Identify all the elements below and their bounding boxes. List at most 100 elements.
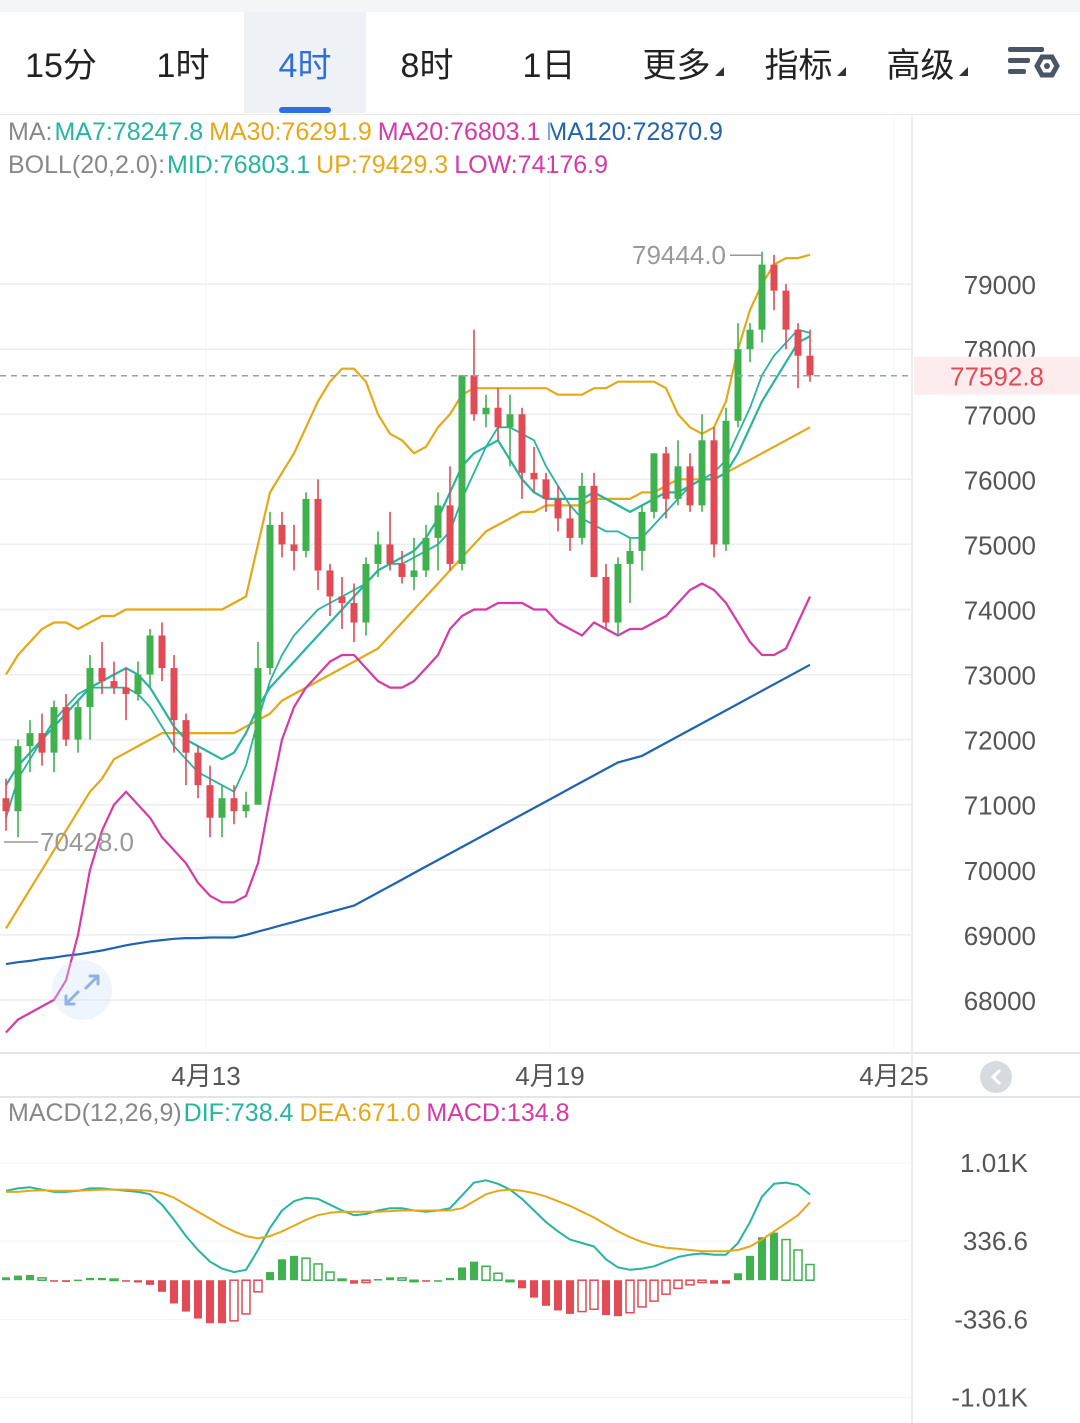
tab-indicators[interactable]: 指标: [744, 12, 866, 113]
candle-body: [746, 329, 754, 350]
dropdown-caret-icon: [836, 67, 846, 76]
macd-histogram-bar: [170, 1280, 178, 1304]
ma20-value: MA20:76803.1: [377, 118, 541, 146]
macd-histogram-bar: [493, 1272, 503, 1281]
date-tick-label: 4月13: [171, 1061, 240, 1091]
candle: [74, 700, 82, 753]
macd-histogram-bar: [74, 1279, 82, 1282]
candle: [710, 427, 718, 558]
candle-body: [614, 563, 622, 623]
macd-histogram-bar: [422, 1280, 430, 1282]
candle-body: [278, 524, 286, 545]
macd-histogram-bar: [661, 1279, 671, 1295]
macd-histogram-bar: [697, 1279, 707, 1284]
boll-low-value: LOW:74176.9: [454, 151, 609, 179]
macd-histogram-bar: [722, 1280, 730, 1284]
candle: [182, 713, 190, 786]
candle-body: [470, 375, 478, 415]
candle: [806, 329, 814, 382]
candle-body: [770, 264, 778, 291]
ma120-line: [5, 663, 811, 966]
candle-body: [662, 453, 670, 499]
price-tick-label: 69000: [964, 921, 1036, 951]
candle-body: [446, 505, 454, 564]
candle: [146, 629, 154, 688]
macd-histogram-bar: [649, 1279, 659, 1302]
candle-body: [638, 511, 646, 551]
macd-histogram-bar: [614, 1280, 622, 1317]
candle: [266, 511, 274, 675]
candle-body: [14, 746, 22, 812]
current-price-label: 77592.8: [950, 362, 1044, 392]
candle: [26, 720, 34, 773]
tab-more[interactable]: 更多: [622, 12, 744, 113]
macd-legend: MACD(12,26,9)DIF:738.4 DEA:671.0 MACD:134.…: [8, 1099, 576, 1128]
macd-histogram-bar: [206, 1280, 214, 1324]
macd-histogram-bar: [14, 1275, 22, 1281]
date-tick-label: 4月19: [515, 1061, 584, 1091]
price-tick-label: 75000: [964, 530, 1036, 560]
macd-histogram-bar: [518, 1280, 526, 1289]
candle-body: [74, 707, 82, 740]
candle-body: [266, 524, 274, 669]
candle: [122, 668, 130, 721]
macd-histogram-bar: [158, 1280, 166, 1292]
candle: [158, 622, 166, 682]
candle: [638, 505, 646, 571]
candle-body: [674, 466, 682, 499]
current-price-tag: [914, 356, 1080, 395]
macd-histogram-bar: [409, 1279, 419, 1283]
macd-histogram-bar: [397, 1277, 407, 1281]
macd-histogram-bar: [2, 1277, 10, 1281]
macd-tick-label: 1.01K: [960, 1148, 1029, 1178]
candle-body: [518, 414, 526, 473]
candle: [746, 323, 754, 363]
candle-body: [758, 264, 766, 330]
ma-legend: MA:MA7:78247.8 MA30:76291.9 MA20:76803.1 MA…: [8, 118, 729, 147]
price-tick-label: 74000: [964, 595, 1036, 625]
candle-body: [494, 407, 502, 428]
tab-advanced[interactable]: 高级: [866, 12, 988, 113]
candle: [362, 557, 370, 636]
candle-body: [554, 498, 562, 519]
candle: [206, 765, 214, 838]
tab-8h[interactable]: 8时: [366, 12, 488, 113]
scroll-latest-arrow: [990, 1068, 1002, 1086]
macd-histogram-bar: [62, 1280, 70, 1282]
macd-dif-line: [5, 1179, 811, 1274]
ma120-value: MA120:72870.9: [546, 118, 723, 146]
candle-body: [566, 518, 574, 538]
candle: [230, 785, 238, 825]
candle: [62, 694, 70, 747]
boll-mid-value: MID:76803.1: [167, 151, 311, 179]
tab-15m[interactable]: 15分: [0, 12, 122, 113]
candle-body: [458, 375, 466, 564]
candle: [602, 563, 610, 630]
macd-tick-label: 336.6: [963, 1226, 1028, 1256]
candle: [98, 642, 106, 695]
candle: [458, 375, 466, 571]
scroll-latest-icon: [980, 1061, 1012, 1093]
expand-chart-button[interactable]: [52, 960, 112, 1020]
candle-body: [794, 329, 802, 356]
macd-histogram-bar: [86, 1277, 94, 1281]
candle-body: [350, 602, 358, 623]
candle: [254, 642, 262, 805]
candle-body: [194, 752, 202, 786]
tab-label: 15分: [25, 47, 97, 85]
timeframe-tabs: 15分 1时 4时 8时 1日 更多 指标 高级: [0, 12, 1080, 115]
chart-settings-icon: [1008, 46, 1060, 77]
tab-1h[interactable]: 1时: [122, 12, 244, 113]
tab-1d[interactable]: 1日: [488, 12, 610, 113]
macd-histogram-bar: [37, 1277, 47, 1281]
candle-body: [2, 798, 10, 812]
macd-histogram-bar: [470, 1261, 478, 1281]
tab-4h[interactable]: 4时: [244, 12, 366, 113]
candle-body: [626, 550, 634, 564]
candle: [770, 254, 778, 311]
chart-settings-button[interactable]: [992, 12, 1072, 113]
max-price-label: 79444.0: [632, 240, 726, 270]
min-price-label: 70428.0: [40, 827, 134, 857]
candle: [650, 453, 658, 519]
